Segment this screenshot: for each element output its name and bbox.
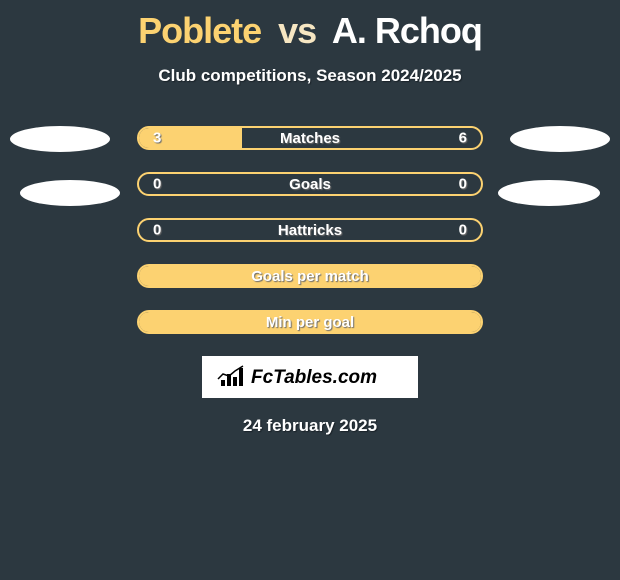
stat-value-right: 0 (459, 222, 467, 239)
stat-value-right: 0 (459, 176, 467, 193)
stat-label: Min per goal (266, 314, 354, 331)
stat-row-min-per-goal: Min per goal (137, 310, 483, 334)
stat-label: Matches (280, 130, 340, 147)
player2-name: A. Rchoq (332, 10, 482, 51)
player1-avatar-top (10, 126, 110, 152)
brand-text: FcTables.com (251, 367, 377, 388)
stat-row-goals: 0 Goals 0 (137, 172, 483, 196)
player2-avatar-bottom (498, 180, 600, 206)
stat-row-goals-per-match: Goals per match (137, 264, 483, 288)
brand-box: FcTables.com (202, 356, 418, 398)
stat-row-matches: 3 Matches 6 (137, 126, 483, 150)
stat-value-left: 3 (153, 130, 161, 147)
comparison-title: Poblete vs A. Rchoq (0, 0, 620, 52)
vs-label: vs (278, 10, 316, 51)
player1-name: Poblete (138, 10, 261, 51)
subtitle: Club competitions, Season 2024/2025 (0, 66, 620, 86)
bar-chart-icon (218, 366, 243, 386)
brand-logo: FcTables.com (215, 362, 405, 392)
stat-row-hattricks: 0 Hattricks 0 (137, 218, 483, 242)
stats-block: 3 Matches 6 0 Goals 0 0 Hattricks 0 Goal… (0, 126, 620, 334)
date-label: 24 february 2025 (0, 416, 620, 436)
player1-avatar-bottom (20, 180, 120, 206)
stat-label: Hattricks (278, 222, 342, 239)
stat-value-left: 0 (153, 222, 161, 239)
stat-value-right: 6 (459, 130, 467, 147)
stat-value-left: 0 (153, 176, 161, 193)
player2-avatar-top (510, 126, 610, 152)
stat-label: Goals per match (251, 268, 369, 285)
stat-label: Goals (289, 176, 331, 193)
